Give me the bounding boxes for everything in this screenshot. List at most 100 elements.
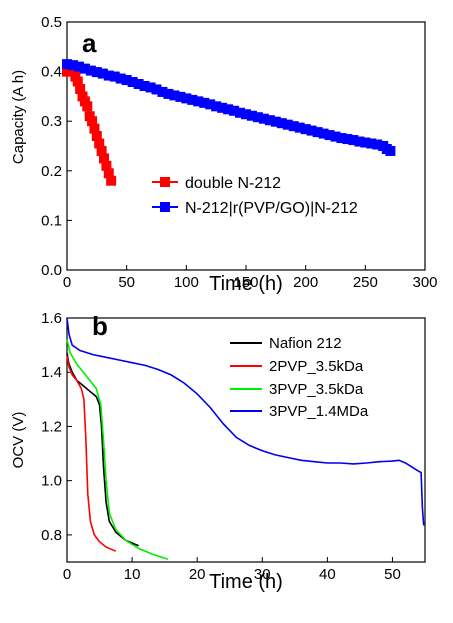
series-group-a (62, 59, 396, 186)
data-point-1 (282, 119, 293, 130)
x-tick-label: 100 (174, 274, 199, 291)
data-point-1 (246, 110, 257, 121)
data-point-0 (96, 145, 107, 156)
series-line-3 (66, 317, 425, 526)
panel-label-b: b (92, 311, 108, 341)
data-point-1 (235, 107, 246, 118)
data-point-1 (199, 97, 210, 108)
y-tick-label: 0.1 (41, 212, 62, 229)
panel-b: 0 10 20 30 40 50 0.8 1.0 1.2 1.4 1.6 b Time (h) OC… (10, 310, 426, 593)
data-point-1 (133, 79, 144, 89)
legend-label-2pvp-35kda: 2PVP_3.5kDa (269, 358, 364, 375)
data-point-1 (181, 93, 192, 104)
data-point-1 (264, 115, 275, 126)
data-point-1 (73, 61, 84, 72)
data-point-1 (145, 82, 156, 93)
data-point-1 (139, 80, 150, 91)
panel-label-a: a (82, 28, 97, 58)
x-tick-label: 200 (293, 274, 318, 291)
x-tick-label: 250 (353, 274, 378, 291)
data-point-1 (62, 59, 72, 70)
data-point-1 (121, 75, 132, 86)
data-point-1 (157, 86, 168, 97)
data-point-1 (300, 124, 311, 135)
data-point-1 (324, 130, 335, 141)
data-point-1 (151, 84, 162, 95)
data-point-1 (366, 138, 377, 149)
data-point-0 (75, 83, 86, 94)
series-line-2 (66, 339, 169, 561)
y-tick-label: 1.2 (41, 418, 62, 435)
data-point-0 (98, 153, 109, 164)
data-point-1 (372, 139, 383, 150)
y-tick-label: 0.0 (41, 262, 62, 279)
data-point-1 (294, 122, 305, 133)
legend-a: double N-212 N-212|r(PVP/GO)|N-212 (152, 175, 358, 217)
x-tick-label: 0 (63, 566, 71, 583)
data-point-1 (336, 133, 347, 144)
x-tick-label: 10 (124, 566, 141, 583)
legend-b: Nafion 212 2PVP_3.5kDa 3PVP_3.5kDa 3PVP_… (230, 335, 369, 420)
plot-frame-b (66, 317, 426, 563)
data-point-1 (187, 94, 198, 105)
y-tick-label: 0.2 (41, 163, 62, 180)
data-point-1 (223, 104, 234, 115)
data-point-1 (288, 121, 299, 132)
series-line-0 (66, 353, 139, 547)
x-tick-label: 150 (233, 274, 258, 291)
data-point-1 (85, 65, 96, 76)
data-point-0 (89, 123, 100, 134)
data-point-0 (106, 175, 117, 186)
legend-label-double-n212: double N-212 (185, 175, 281, 192)
data-point-1 (318, 128, 329, 139)
tick-group-a: 0 50 100 150 200 250 300 0.0 0.1 0.2 0.3 0.4 0.5 (41, 14, 437, 291)
data-point-1 (169, 90, 180, 101)
series-line-1 (66, 355, 117, 552)
panel-a: 0 50 100 150 200 250 300 0.0 0.1 0.2 0.3 0.4 0.5 a T… (10, 14, 438, 295)
legend-label-3pvp-14mda: 3PVP_1.4MDa (269, 403, 369, 420)
y-tick-label: 1.0 (41, 473, 62, 490)
data-point-1 (276, 118, 287, 129)
x-tick-label: 50 (384, 566, 401, 583)
y-axis-label-a: Capacity (A h) (10, 70, 27, 164)
data-point-0 (82, 101, 93, 112)
x-tick-label: 50 (118, 274, 135, 291)
tick-group-b: 0 10 20 30 40 50 0.8 1.0 1.2 1.4 1.6 (41, 310, 401, 583)
x-tick-label: 0 (63, 274, 71, 291)
data-point-1 (67, 60, 78, 71)
data-point-1 (360, 137, 371, 148)
y-tick-label: 0.3 (41, 113, 62, 130)
y-tick-label: 0.4 (41, 64, 62, 81)
data-point-1 (205, 99, 216, 110)
data-point-0 (103, 168, 114, 179)
data-point-1 (217, 102, 228, 113)
data-point-1 (103, 70, 114, 81)
y-tick-label: 0.8 (41, 527, 62, 544)
data-point-1 (312, 127, 323, 138)
legend-label-n212-pvpgo: N-212|r(PVP/GO)|N-212 (185, 200, 358, 217)
data-point-0 (101, 160, 112, 171)
data-point-1 (79, 63, 90, 74)
x-axis-label-b: Time (h) (209, 571, 283, 593)
data-point-1 (241, 109, 251, 120)
data-point-1 (127, 77, 138, 88)
data-point-0 (72, 76, 83, 87)
y-tick-label: 1.4 (41, 364, 62, 381)
x-tick-label: 40 (319, 566, 336, 583)
data-point-1 (193, 96, 204, 107)
series-group-b (66, 317, 425, 561)
data-point-1 (342, 134, 353, 145)
data-point-1 (109, 71, 120, 82)
data-point-0 (94, 138, 105, 149)
data-point-1 (330, 131, 341, 142)
data-point-1 (354, 136, 365, 147)
data-point-1 (306, 125, 317, 136)
data-point-1 (270, 116, 281, 127)
legend-marker-n212-pvpgo (160, 202, 170, 212)
data-point-0 (87, 116, 98, 127)
data-point-1 (229, 105, 240, 116)
data-point-1 (163, 88, 174, 99)
data-point-1 (385, 145, 396, 156)
legend-marker-double-n212 (160, 177, 170, 187)
